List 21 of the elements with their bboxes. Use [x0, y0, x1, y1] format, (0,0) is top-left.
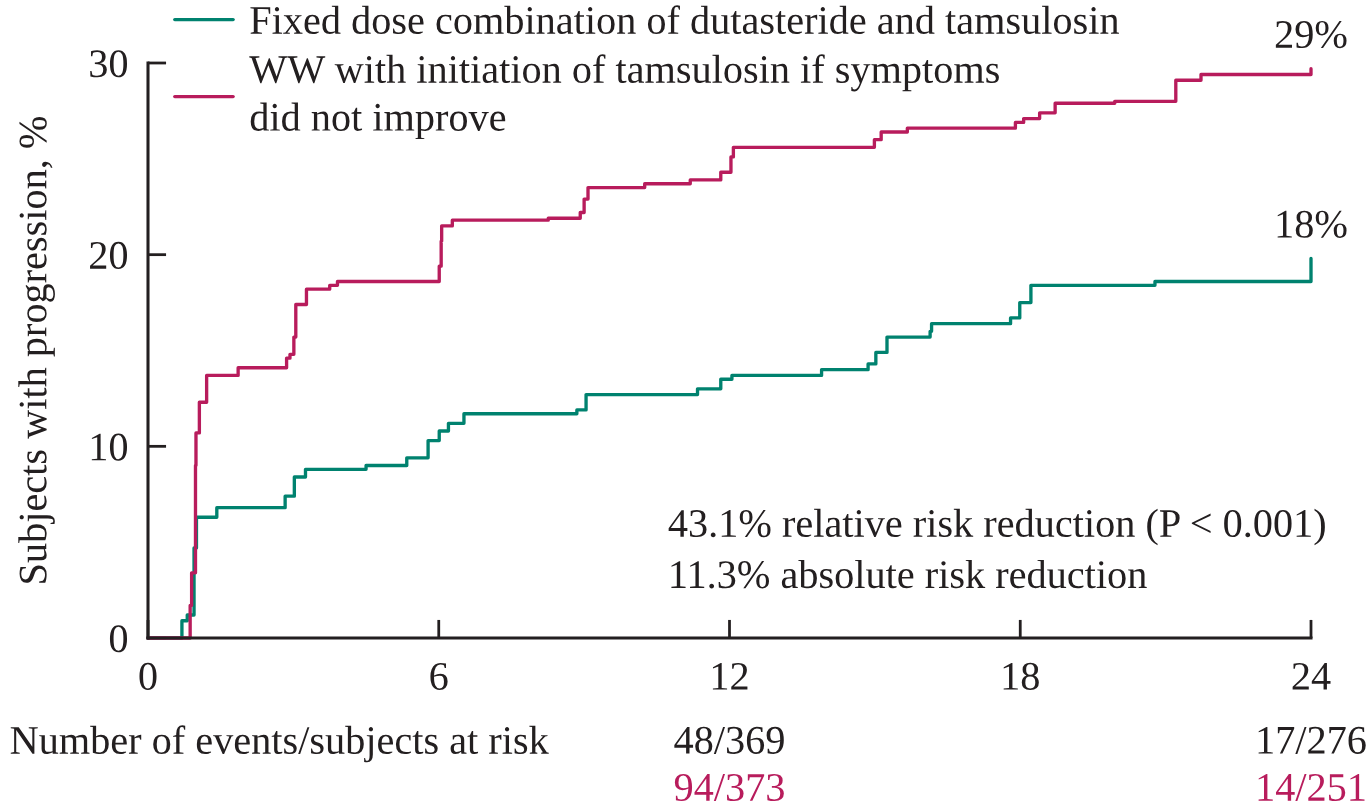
- annotation: 11.3% absolute risk reduction: [671, 559, 1147, 589]
- y-tick-label: 30: [90, 50, 128, 78]
- y-tick-label: 20: [90, 241, 128, 270]
- y-tick-label: 0: [109, 625, 128, 653]
- x-tick-label: 18: [1003, 662, 1039, 690]
- annotation: 43.1% relative risk reduction (P < 0.001): [668, 508, 1325, 546]
- text: 14/251: [1258, 773, 1365, 802]
- x-tick-label: 24: [1292, 662, 1331, 690]
- annotation: 18%: [1277, 210, 1347, 238]
- legend-label: WW with initiation of tamsulosin if symptoms did not improve: [249, 54, 999, 140]
- legend-label: Fixed dose combination of dutasteride and tamsulosin: [250, 5, 1119, 35]
- y-axis-title: Subjects with progression, %: [18, 116, 55, 583]
- x-tick-label: 12: [712, 662, 748, 690]
- x-tick-label: 0: [139, 662, 157, 690]
- text: 94/373: [674, 773, 784, 802]
- text: 48/369: [674, 726, 784, 754]
- text: 17/276: [1258, 726, 1366, 754]
- y-tick-label: 10: [91, 433, 128, 461]
- text: Number of events/subjects at risk: [10, 725, 549, 763]
- text: 29%: [1275, 20, 1347, 49]
- x-tick-label: 6: [430, 662, 448, 690]
